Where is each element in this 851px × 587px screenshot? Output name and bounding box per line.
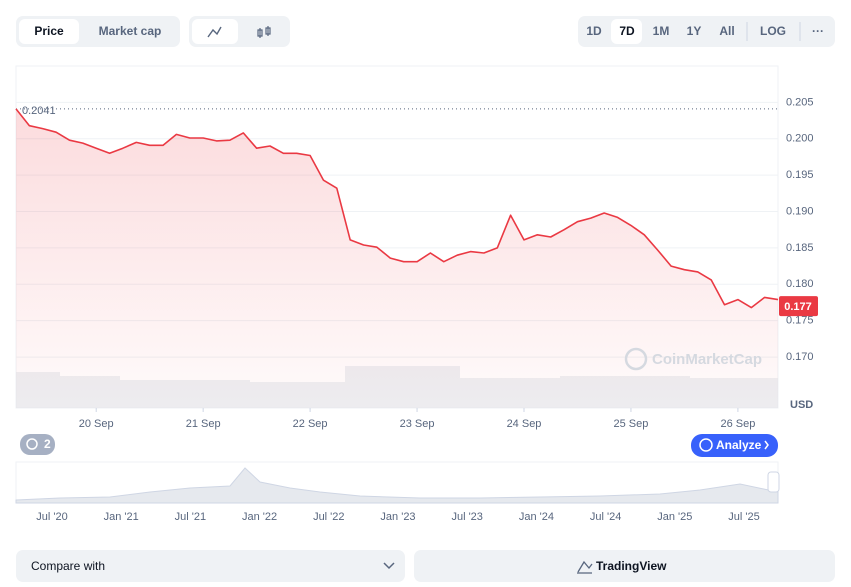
analyze-label: Analyze — [716, 438, 762, 452]
range-active — [611, 19, 642, 44]
price-line — [15, 108, 779, 309]
tab[interactable]: Price — [34, 24, 64, 38]
tab-active[interactable] — [19, 19, 79, 44]
x-tick-label: 20 Sep — [79, 418, 114, 430]
range-button[interactable]: LOG — [760, 24, 786, 38]
y-tick-label: 0.185 — [786, 242, 814, 254]
x-tick-label: 24 Sep — [507, 418, 542, 430]
range-group — [578, 16, 835, 47]
navigator-label: Jul '20 — [36, 511, 67, 523]
navigator-label: Jan '25 — [657, 511, 692, 523]
y-tick-label: 0.175 — [786, 315, 814, 327]
y-tick-label: 0.170 — [786, 351, 814, 363]
range-button[interactable]: 1Y — [687, 24, 702, 38]
badge-icon — [26, 438, 38, 450]
navigator-label: Jan '24 — [519, 511, 554, 523]
navigator-handle[interactable] — [767, 471, 780, 493]
current-price-tag — [779, 296, 818, 317]
tradingview-label: TradingView — [596, 559, 667, 573]
range-button[interactable]: 7D — [619, 24, 635, 38]
navigator-area — [15, 467, 779, 504]
line-icon — [207, 26, 222, 38]
x-tick-label: 23 Sep — [400, 418, 435, 430]
x-tick-label: 25 Sep — [614, 418, 649, 430]
range-button[interactable]: All — [719, 24, 734, 38]
analyze-icon — [699, 438, 713, 452]
more-button[interactable]: ··· — [812, 24, 824, 38]
chevron — [764, 440, 769, 450]
navigator-label: Jan '23 — [380, 511, 415, 523]
tradingview-icon — [577, 560, 593, 574]
navigator-label: Jul '24 — [590, 511, 621, 523]
tab[interactable]: Market cap — [99, 24, 162, 38]
x-tick-label: 26 Sep — [720, 418, 755, 430]
navigator-label: Jul '21 — [175, 511, 206, 523]
area-fill — [16, 108, 778, 409]
watermark-logo — [624, 347, 648, 371]
analyze-button[interactable] — [691, 434, 778, 457]
navigator-label: Jul '25 — [728, 511, 759, 523]
y-tick-label: 0.205 — [786, 96, 814, 108]
y-tick-label: 0.200 — [786, 133, 814, 145]
y-tick-label: 0.190 — [786, 205, 814, 217]
currency-label: USD — [790, 399, 813, 411]
tradingview-button[interactable] — [414, 550, 835, 582]
current-price-label: 0.177 — [784, 301, 812, 313]
compare-label: Compare with — [31, 559, 105, 573]
dropdown-chevron — [383, 562, 395, 570]
navigator-label: Jul '23 — [451, 511, 482, 523]
x-tick-label: 22 Sep — [293, 418, 328, 430]
range-button[interactable]: 1D — [586, 24, 602, 38]
badge-count: 2 — [44, 437, 51, 451]
x-tick-label: 21 Sep — [186, 418, 221, 430]
reference-label: 0.2041 — [22, 105, 56, 117]
watermark: CoinMarketCap — [652, 351, 762, 368]
y-tick-label: 0.180 — [786, 278, 814, 290]
compare-button[interactable] — [16, 550, 405, 582]
candle-icon[interactable] — [257, 26, 271, 38]
range-button[interactable]: 1M — [653, 24, 670, 38]
navigator-label: Jan '22 — [242, 511, 277, 523]
navigator-label: Jan '21 — [104, 511, 139, 523]
navigator-label: Jul '22 — [313, 511, 344, 523]
y-tick-label: 0.195 — [786, 169, 814, 181]
